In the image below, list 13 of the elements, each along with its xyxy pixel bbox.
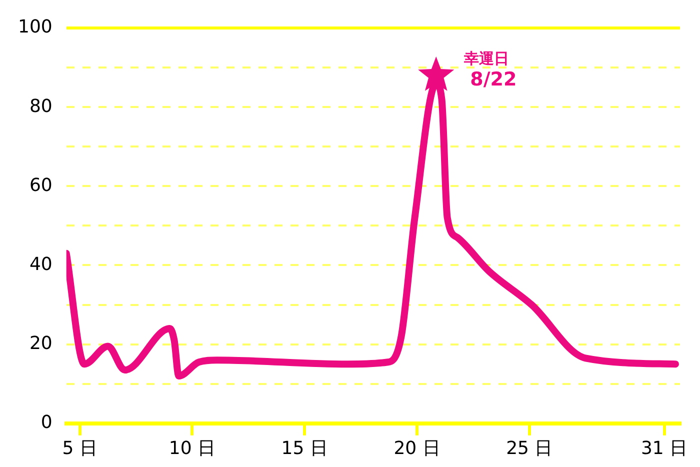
x-tick-label: 25 日 [506, 438, 553, 459]
x-tick-label: 20 日 [394, 438, 440, 459]
y-tick-label: 40 [29, 254, 52, 275]
x-tick-label: 31 日 [640, 438, 688, 459]
x-tick-label: 5 日 [62, 438, 98, 459]
y-tick-label: 20 [29, 332, 52, 354]
y-tick-label: 100 [18, 16, 52, 38]
x-tick-label: 15 日 [281, 438, 328, 459]
y-tick-label: 80 [29, 96, 52, 117]
y-tick-label: 60 [29, 174, 52, 196]
x-tick-label: 10 日 [168, 438, 216, 459]
y-tick-label: 0 [40, 412, 52, 434]
annotation: 幸運日 8/22 [463, 49, 517, 90]
